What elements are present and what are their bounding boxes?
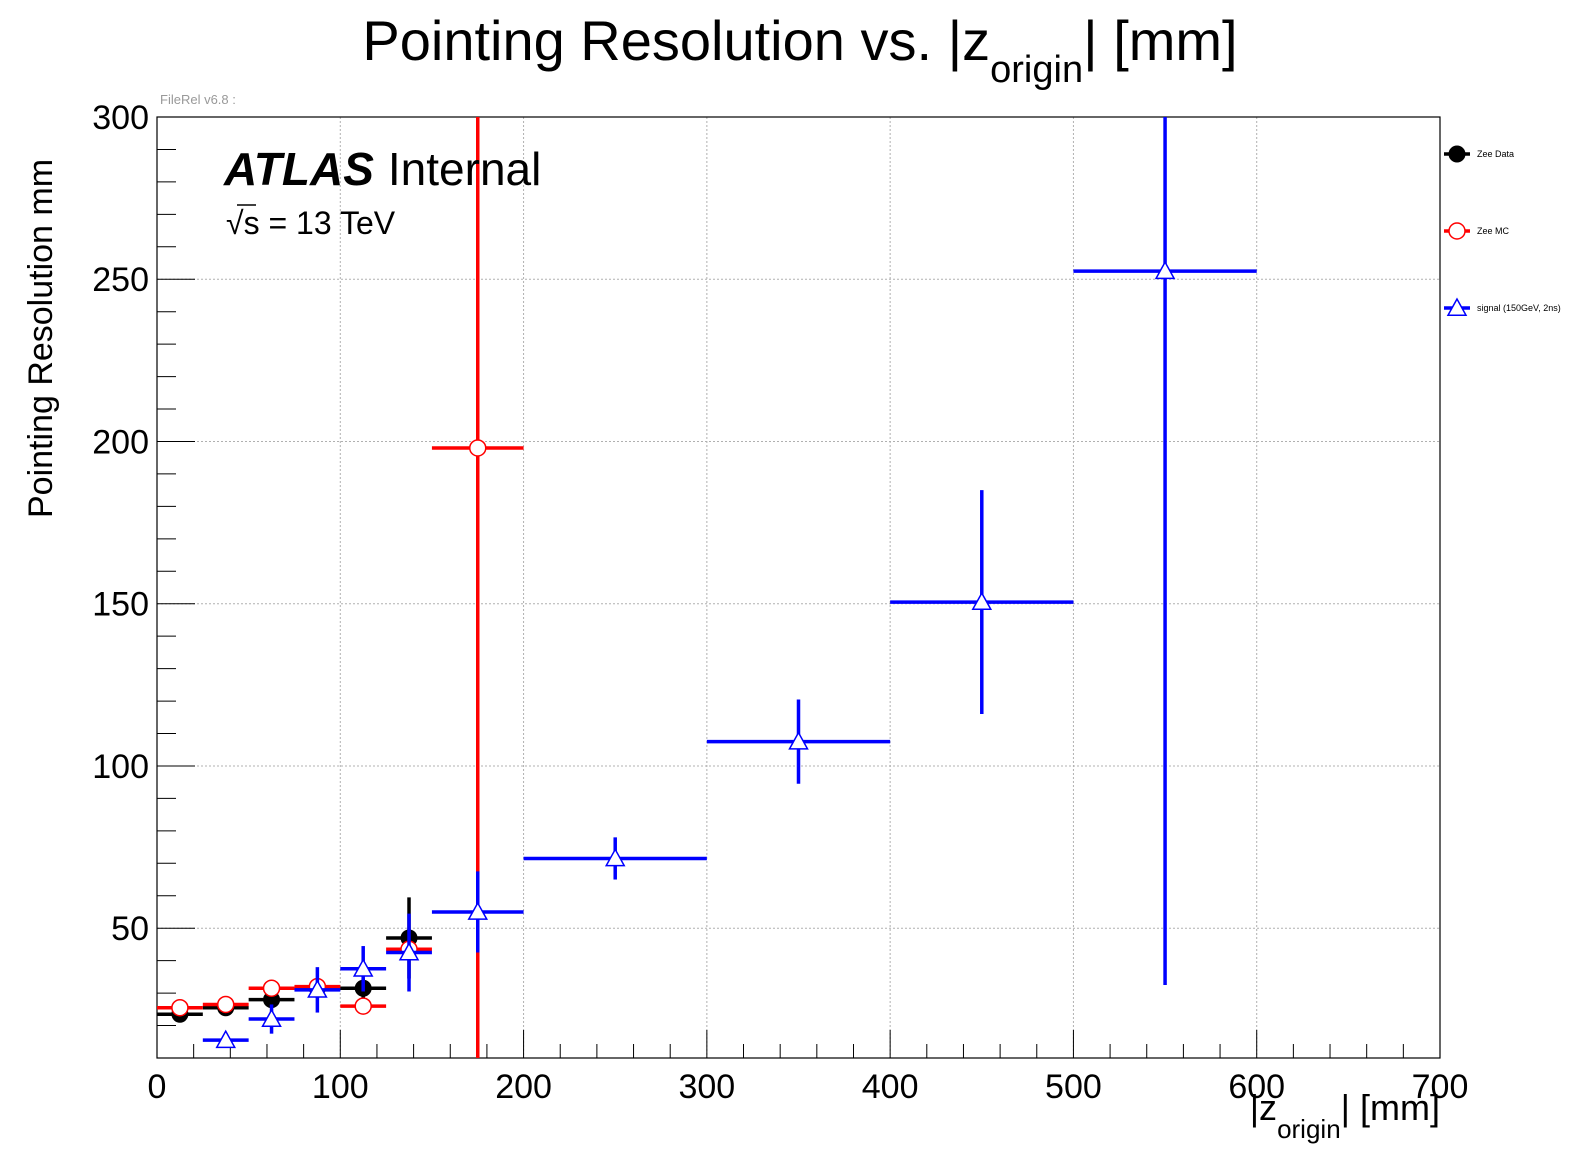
y-tick-label: 300 bbox=[92, 99, 149, 137]
legend: Zee Data Zee MC signal (150GeV, 2ns) bbox=[1444, 145, 1561, 316]
marker-open-triangle bbox=[604, 847, 626, 867]
data-series bbox=[157, 117, 1257, 1058]
legend-label: Zee Data bbox=[1477, 149, 1514, 159]
data-point bbox=[386, 913, 432, 992]
x-tick-label: 400 bbox=[862, 1068, 919, 1106]
legend-label: Zee MC bbox=[1477, 226, 1510, 236]
x-tick-label: 700 bbox=[1412, 1068, 1469, 1106]
marker-open-circle bbox=[171, 998, 189, 1017]
y-tick-label: 100 bbox=[92, 748, 149, 786]
x-tick-label: 600 bbox=[1228, 1068, 1285, 1106]
series-signal-150gev-2ns- bbox=[202, 117, 1257, 1049]
marker-open-circle bbox=[354, 997, 372, 1015]
marker-open-triangle bbox=[398, 941, 420, 961]
legend-entry: Zee Data bbox=[1444, 145, 1514, 163]
marker-open-triangle bbox=[1154, 260, 1176, 280]
data-point bbox=[706, 699, 891, 784]
data-point bbox=[1073, 117, 1257, 985]
marker-filled-circle bbox=[1448, 145, 1466, 163]
data-point bbox=[890, 490, 1074, 715]
marker-open-triangle bbox=[971, 591, 993, 611]
data-point bbox=[202, 995, 249, 1014]
y-tick-label: 250 bbox=[92, 261, 149, 299]
marker-open-circle bbox=[1448, 222, 1466, 240]
data-point bbox=[523, 837, 707, 880]
energy-s: s bbox=[244, 205, 260, 241]
marker-open-triangle bbox=[215, 1029, 237, 1049]
y-tick-label: 50 bbox=[111, 910, 149, 948]
y-tick-label: 200 bbox=[92, 423, 149, 461]
x-tick-label: 200 bbox=[495, 1068, 552, 1106]
marker-open-circle bbox=[216, 995, 235, 1014]
x-tick-label: 100 bbox=[312, 1068, 369, 1106]
x-tick-label: 0 bbox=[148, 1068, 167, 1106]
grid bbox=[157, 117, 1440, 1058]
marker-open-triangle bbox=[352, 958, 374, 977]
plot-frame bbox=[156, 116, 1441, 1059]
version-label: FileRel v6.8 : bbox=[160, 92, 236, 107]
data-point bbox=[431, 871, 524, 953]
marker-open-triangle bbox=[788, 731, 809, 750]
chart-title: Pointing Resolution vs. |zorigin| [mm] bbox=[362, 9, 1237, 91]
x-axis-label: |zorigin| [mm] bbox=[1250, 1087, 1440, 1144]
y-tick-label: 150 bbox=[92, 586, 149, 624]
marker-open-triangle bbox=[467, 901, 489, 920]
axes: 0 100 200 300 400 500 600 700 50 100 150 200 250 300 bbox=[92, 99, 1468, 1106]
data-point bbox=[340, 997, 387, 1015]
y-axis-label: Pointing Resolution mm bbox=[22, 159, 60, 518]
data-point bbox=[294, 967, 341, 1013]
marker-open-triangle bbox=[1446, 297, 1468, 316]
x-tick-label: 500 bbox=[1045, 1068, 1102, 1106]
legend-entry: Zee MC bbox=[1444, 222, 1510, 240]
atlas-label: ATLAS Internal bbox=[223, 143, 541, 195]
series-zee-data bbox=[157, 897, 432, 1023]
data-point bbox=[157, 998, 203, 1017]
data-point bbox=[340, 946, 387, 992]
data-point bbox=[248, 979, 295, 997]
data-point bbox=[202, 1029, 249, 1049]
marker-open-circle bbox=[469, 439, 487, 457]
marker-open-triangle bbox=[307, 979, 328, 998]
data-point bbox=[248, 1004, 295, 1034]
marker-open-triangle bbox=[261, 1008, 282, 1028]
legend-label: signal (150GeV, 2ns) bbox=[1477, 303, 1561, 313]
energy-label: √s = 13 TeV bbox=[226, 205, 396, 241]
legend-entry: signal (150GeV, 2ns) bbox=[1444, 297, 1561, 316]
marker-open-circle bbox=[262, 979, 281, 997]
x-tick-label: 300 bbox=[678, 1068, 735, 1106]
